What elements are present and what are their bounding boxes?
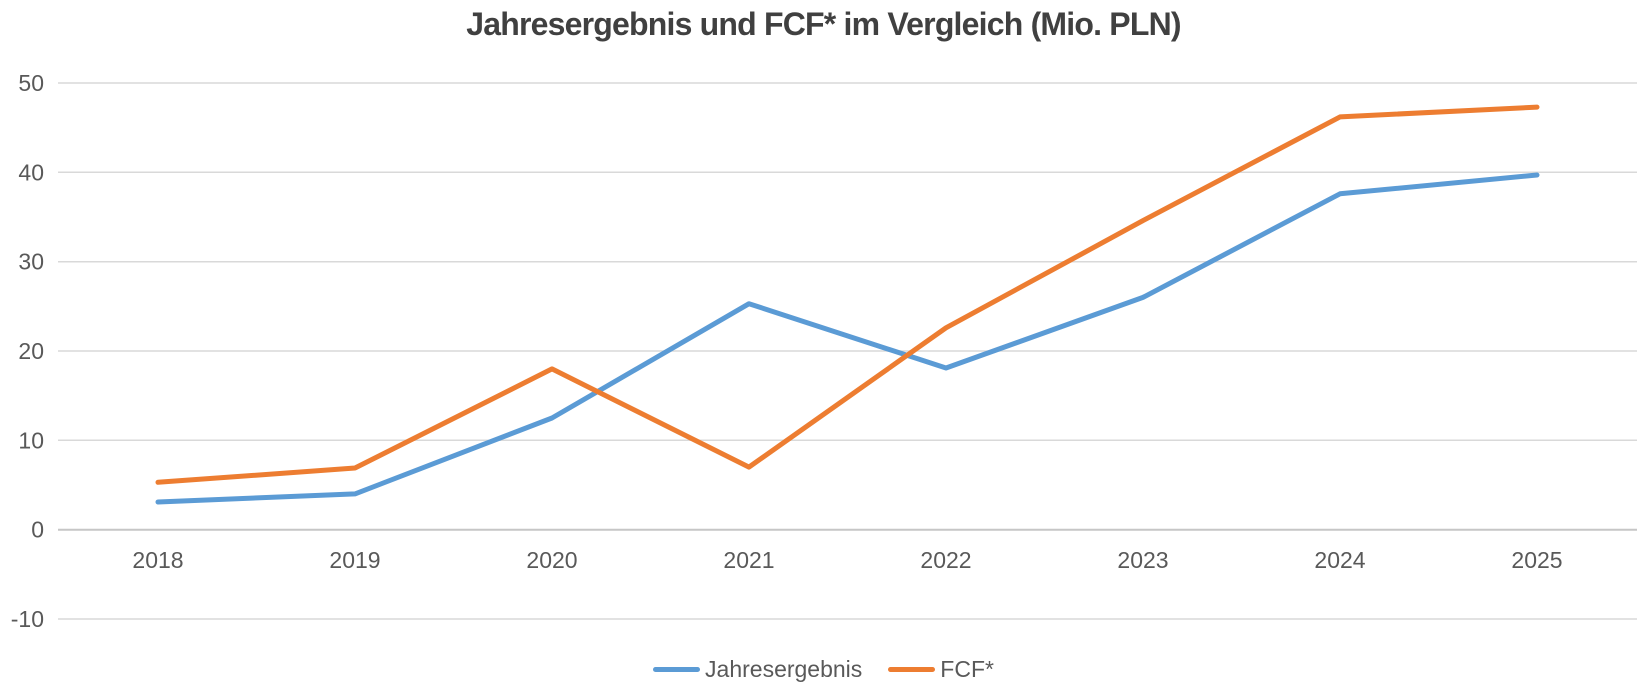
legend-item-fcf: FCF* <box>888 658 994 681</box>
y-tick-label-40: 40 <box>18 159 44 185</box>
x-tick-label-2022: 2022 <box>920 547 971 573</box>
y-tick-label-20: 20 <box>18 338 44 364</box>
x-tick-label-2018: 2018 <box>132 547 183 573</box>
y-tick-label-0: 0 <box>31 517 44 543</box>
series-line-fcf <box>155 104 1540 485</box>
x-tick-label-2020: 2020 <box>526 547 577 573</box>
y-tick-label-30: 30 <box>18 249 44 275</box>
chart-title: Jahresergebnis und FCF* im Vergleich (Mi… <box>466 6 1181 42</box>
x-tick-label-2024: 2024 <box>1314 547 1365 573</box>
legend: Jahresergebnis FCF* <box>0 658 1647 681</box>
x-tick-label-2025: 2025 <box>1511 547 1562 573</box>
legend-swatch-fcf <box>888 667 936 672</box>
y-tick-label--10: -10 <box>11 606 44 632</box>
y-tick-label-10: 10 <box>18 427 44 453</box>
series-line-jahresergebnis <box>155 172 1540 505</box>
legend-label-jahresergebnis: Jahresergebnis <box>705 656 863 682</box>
x-tick-label-2023: 2023 <box>1117 547 1168 573</box>
legend-swatch-jahresergebnis <box>653 667 701 672</box>
legend-label-fcf: FCF* <box>940 656 994 682</box>
y-tick-label-50: 50 <box>18 70 44 96</box>
x-tick-label-2019: 2019 <box>329 547 380 573</box>
x-tick-label-2021: 2021 <box>723 547 774 573</box>
legend-item-jahresergebnis: Jahresergebnis <box>653 658 862 681</box>
